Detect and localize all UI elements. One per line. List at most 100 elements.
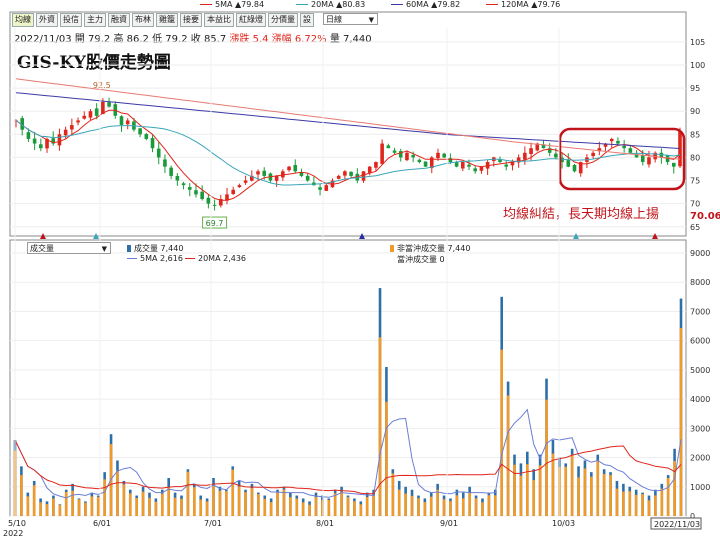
volume-tick-label-6: 6000: [690, 337, 710, 346]
candle-body-74: [473, 168, 478, 172]
candle-body-62: [398, 151, 403, 158]
candle-body-43: [281, 171, 285, 178]
nonday-bar-76: [500, 349, 503, 516]
x-tick-current-box: [650, 517, 702, 530]
low-mark-box: [202, 216, 228, 229]
tab-0[interactable]: 均線: [12, 13, 34, 27]
nonday-bar-73: [481, 502, 484, 516]
price-tick-label-6: 95: [690, 84, 700, 93]
tab-2[interactable]: 投信: [60, 13, 82, 27]
nonday-bar-90: [590, 476, 593, 516]
candle-body-30: [200, 191, 204, 200]
candle-body-34: [225, 194, 229, 201]
legend-5ma-value: ▲79.84: [235, 0, 265, 9]
legend-volume: 成交量 7,440: [127, 243, 183, 254]
candle-body-8: [63, 129, 68, 136]
nonday-bar-74: [487, 495, 491, 516]
nonday-bar-47: [314, 497, 318, 516]
nonday-bar-61: [404, 493, 407, 516]
nonday-bar-95: [622, 491, 625, 516]
legend-volume-swatch: [127, 245, 131, 252]
candle-body-9: [70, 125, 74, 130]
nonday-bar-64: [423, 502, 427, 516]
x-tick-label-3: 8/01: [316, 519, 334, 528]
legend-60ma-label: 60MA: [406, 0, 429, 9]
info-close-label: 收: [190, 34, 201, 45]
legend-vol-5ma-label: 5MA 2,616: [140, 254, 183, 263]
tab-6[interactable]: 雞籠: [156, 13, 178, 27]
nonday-bar-57: [378, 337, 382, 516]
volume-select[interactable]: 成交量 ▼: [27, 242, 111, 254]
indicator-tabs: 均線 外資 投信 主力 融資 布林 雞籠 接要 本益比 紅綠燈 分價量設: [12, 13, 316, 27]
nonday-bar-11: [84, 502, 87, 516]
nonday-bar-44: [295, 498, 299, 516]
candle-body-90: [572, 164, 577, 172]
tab-7[interactable]: 接要: [180, 13, 202, 27]
nonday-bar-53: [353, 501, 356, 516]
candle-body-44: [287, 166, 291, 171]
legend-120ma-value: ▲79.76: [531, 0, 561, 9]
nonday-bar-52: [346, 497, 350, 516]
nonday-bar-38: [257, 494, 260, 516]
last-price-label: 70.06: [690, 211, 720, 222]
legend-20ma: 20MA ▲80.83: [296, 0, 365, 9]
nonday-bar-34: [231, 469, 235, 516]
candle-body-60: [386, 145, 391, 149]
candle-body-75: [479, 166, 484, 171]
nonday-bar-62: [410, 495, 414, 516]
candle-body-3: [32, 138, 37, 144]
candle-body-88: [560, 157, 564, 163]
nonday-bar-19: [135, 497, 138, 516]
legend-20ma-label: 20MA: [311, 0, 334, 9]
legend-volume-label: 成交量 7,440: [134, 244, 184, 253]
nonday-bar-65: [429, 496, 433, 516]
tab-9[interactable]: 紅綠燈: [236, 13, 266, 27]
tab-5[interactable]: 布林: [132, 13, 154, 27]
tab-4[interactable]: 融資: [108, 13, 130, 27]
tab-1[interactable]: 外資: [36, 13, 58, 27]
nonday-bar-5: [45, 504, 49, 516]
legend-nonday-label: 非當沖成交量 7,440: [397, 244, 471, 253]
candle-body-96: [609, 138, 614, 142]
tab-10[interactable]: 分價量: [268, 13, 298, 27]
chart-title: GIS-KY股價走勢圖: [17, 53, 171, 73]
legend-5ma: 5MA ▲79.84: [200, 0, 264, 9]
nonday-bar-56: [372, 495, 375, 516]
candle-body-49: [318, 187, 322, 190]
volume-tick-label-9: 9000: [690, 249, 710, 258]
nonday-bar-58: [385, 401, 388, 516]
nonday-bar-4: [39, 502, 42, 516]
candle-body-53: [343, 171, 347, 176]
nonday-bar-102: [666, 478, 670, 516]
nonday-bar-97: [634, 494, 638, 516]
nonday-bar-86: [564, 466, 568, 516]
candle-body-28: [187, 187, 192, 190]
candle-body-50: [324, 185, 329, 191]
legend-60ma-swatch: [391, 4, 403, 5]
candle-body-67: [429, 157, 434, 169]
nonday-bar-77: [506, 395, 510, 516]
nonday-bar-23: [160, 493, 164, 516]
candle-body-66: [423, 161, 428, 167]
candle-body-63: [405, 152, 409, 161]
candle-body-87: [554, 153, 558, 158]
event-marker-1: [93, 233, 99, 239]
volume-tick-label-5: 5000: [690, 366, 710, 375]
nonday-bar-41: [276, 492, 279, 516]
period-select[interactable]: 日線 ▼: [323, 13, 378, 25]
event-marker-0: [40, 233, 46, 239]
nonday-bar-17: [122, 484, 126, 516]
candle-body-45: [293, 165, 298, 172]
nonday-bar-92: [602, 473, 606, 516]
tab-11[interactable]: 設: [300, 13, 314, 27]
legend-vol-20ma-swatch: [185, 258, 195, 259]
nonday-bar-84: [551, 453, 555, 516]
nonday-bar-69: [455, 495, 459, 516]
candle-body-104: [659, 152, 664, 158]
tab-8[interactable]: 本益比: [204, 13, 234, 27]
candle-body-17: [119, 116, 124, 126]
x-tick-label-6: 2022/11/03: [654, 520, 700, 529]
nonday-bar-96: [628, 491, 632, 516]
tab-3[interactable]: 主力: [84, 13, 106, 27]
